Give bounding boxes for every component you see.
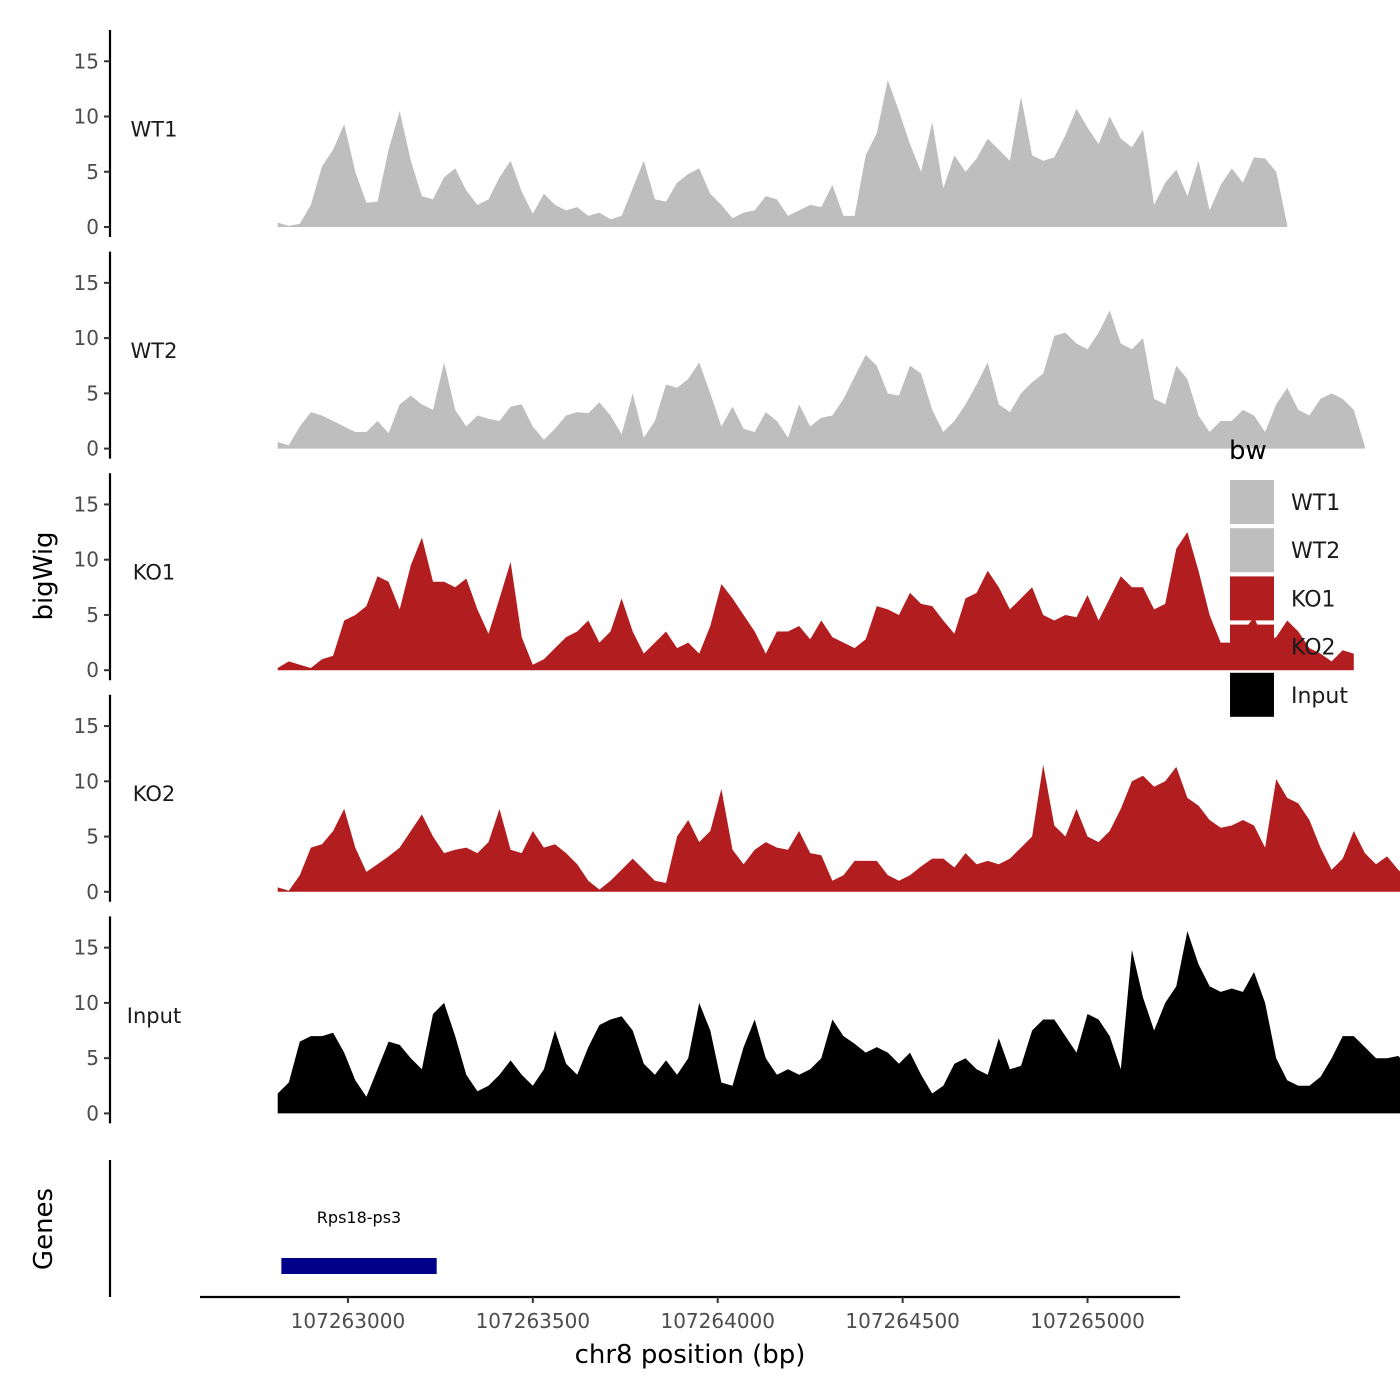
track-label-ko2: KO2 [133, 782, 176, 806]
y-tick-label-wt1-5: 5 [86, 160, 99, 184]
legend-label-ko2: KO2 [1291, 636, 1336, 661]
legend: bw WT1 WT2 KO1 KO2 Input [1229, 436, 1348, 717]
x-axis-title: chr8 position (bp) [575, 1340, 806, 1370]
y-tick-label-ko2-10: 10 [74, 769, 99, 793]
track-panels: 0 5 10 15 WT1 0 5 10 15 WT2 0 5 10 15 KO1 0 5 10 15 KO2 0 5 10… [74, 30, 1400, 1125]
track-wt1: 0 5 10 15 WT1 [74, 30, 1288, 239]
legend-label-input: Input [1291, 684, 1348, 709]
track-wt2: 0 5 10 15 WT2 [74, 251, 1365, 461]
gene-panel: Rps18-ps3 [108, 1160, 437, 1297]
x-tick-label-107263000: 107263000 [291, 1309, 406, 1333]
track-ko2: 0 5 10 15 KO2 [74, 694, 1400, 904]
x-tick-label-107265000: 107265000 [1030, 1309, 1145, 1333]
y-tick-label-wt1-15: 15 [74, 49, 99, 73]
legend-title: bw [1229, 436, 1267, 466]
area-ko2 [277, 764, 1400, 892]
y-tick-label-wt2-0: 0 [86, 437, 99, 461]
legend-key-wt2 [1230, 528, 1274, 573]
y-tick-label-wt1-10: 10 [74, 105, 99, 129]
y-tick-label-wt2-15: 15 [74, 271, 99, 295]
area-wt1 [277, 80, 1288, 227]
y-tick-label-ko2-15: 15 [74, 714, 99, 738]
gene-label-rps18-ps3: Rps18-ps3 [317, 1208, 401, 1227]
track-label-wt1: WT1 [131, 117, 178, 141]
area-ko1 [277, 532, 1354, 671]
y-tick-label-wt1-0: 0 [86, 215, 99, 239]
legend-label-wt2: WT2 [1291, 539, 1340, 564]
legend-key-input [1230, 672, 1274, 717]
y-tick-label-input-0: 0 [86, 1101, 99, 1125]
track-label-ko1: KO1 [133, 561, 176, 585]
legend-label-ko1: KO1 [1291, 587, 1336, 612]
legend-key-wt1 [1230, 480, 1274, 524]
legend-key-ko2 [1230, 624, 1274, 669]
y-tick-label-input-10: 10 [74, 991, 99, 1015]
y-tick-label-ko1-15: 15 [74, 492, 99, 516]
y-tick-label-input-5: 5 [86, 1046, 99, 1070]
area-wt2 [277, 310, 1365, 449]
y-tick-label-ko1-0: 0 [86, 658, 99, 682]
x-axis: 107263000 107263500 107264000 107264500 1072… [200, 1295, 1180, 1333]
area-input [277, 931, 1400, 1114]
track-input: 0 5 10 15 Input [74, 916, 1400, 1125]
track-label-wt2: WT2 [131, 339, 178, 363]
x-tick-label-107264000: 107264000 [660, 1309, 775, 1333]
y-tick-label-ko1-10: 10 [74, 548, 99, 572]
y-axis-title: bigWig [29, 531, 59, 620]
y-tick-label-ko1-5: 5 [86, 603, 99, 627]
y-tick-label-wt2-5: 5 [86, 381, 99, 405]
x-tick-label-107264500: 107264500 [845, 1309, 960, 1333]
y-tick-label-ko2-5: 5 [86, 825, 99, 849]
legend-key-ko1 [1230, 576, 1274, 621]
track-ko1: 0 5 10 15 KO1 [74, 473, 1354, 682]
genes-axis-title: Genes [29, 1188, 59, 1270]
x-tick-label-107263500: 107263500 [476, 1309, 591, 1333]
y-tick-label-input-15: 15 [74, 936, 99, 960]
gene-rps18-ps3 [281, 1258, 437, 1274]
legend-label-wt1: WT1 [1291, 491, 1340, 516]
y-tick-label-ko2-0: 0 [86, 880, 99, 904]
y-tick-label-wt2-10: 10 [74, 326, 99, 350]
track-label-input: Input [127, 1004, 181, 1028]
